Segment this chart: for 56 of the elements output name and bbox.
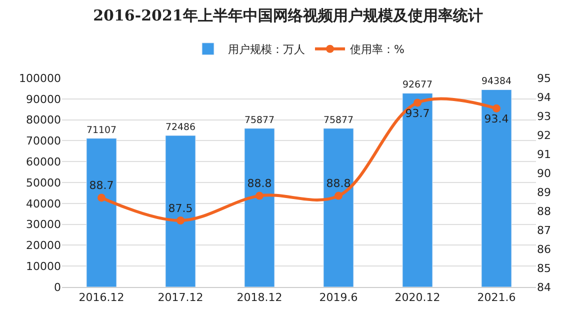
- bar: [323, 128, 354, 287]
- data-label: 92677: [402, 80, 432, 91]
- data-label: 93.7: [405, 106, 430, 120]
- y2-tick-label: 87: [537, 224, 551, 237]
- y-tick-label: 20000: [26, 239, 61, 252]
- y2-tick-label: 85: [537, 262, 551, 275]
- point: [334, 192, 342, 200]
- y2-tick-label: 94: [537, 90, 551, 104]
- point: [98, 194, 106, 202]
- data-label: 75877: [324, 114, 354, 126]
- x-tick-label: 2021.6: [477, 291, 516, 304]
- bar: [481, 89, 512, 287]
- point: [414, 98, 422, 107]
- data-label: 93.4: [484, 112, 509, 126]
- data-label: 88.8: [326, 177, 351, 190]
- y-tick-label: 70000: [26, 134, 61, 148]
- y2-tick-label: 91: [537, 148, 551, 161]
- bar: [86, 138, 117, 287]
- y-tick-label: 0: [54, 280, 61, 294]
- legend-label: 使用率：%: [350, 43, 404, 56]
- y-tick-label: 60000: [26, 155, 61, 168]
- y-tick-label: 40000: [26, 197, 61, 210]
- y-tick-label: 90000: [26, 92, 61, 106]
- data-label: 75877: [244, 114, 274, 126]
- x-tick-label: 2016.12: [78, 291, 124, 304]
- y2-tick-label: 88: [537, 204, 551, 218]
- data-label: 71107: [86, 124, 116, 136]
- point: [176, 216, 184, 224]
- legend-label: 用户规模：万人: [228, 43, 305, 56]
- point: [492, 104, 500, 112]
- y-tick-label: 50000: [26, 176, 61, 190]
- x-tick-label: 2018.12: [236, 291, 282, 304]
- x-tick-label: 2020.12: [394, 291, 440, 304]
- y2-tick-label: 93: [537, 110, 551, 123]
- data-label: 88.8: [247, 177, 272, 190]
- data-label: 88.7: [89, 178, 114, 192]
- bar: [165, 135, 196, 287]
- y-tick-label: 30000: [26, 218, 61, 232]
- bar: [244, 128, 275, 287]
- y-tick-label: 80000: [26, 114, 61, 127]
- y2-tick-label: 89: [537, 186, 551, 199]
- data-label: 87.5: [168, 202, 193, 215]
- data-label: 72486: [166, 122, 196, 133]
- y2-tick-label: 95: [537, 72, 551, 85]
- data-label: 94384: [482, 76, 512, 88]
- y2-tick-label: 86: [537, 242, 551, 256]
- y2-tick-label: 84: [537, 280, 551, 294]
- x-tick-label: 2019.6: [319, 291, 358, 304]
- y-tick-label: 100000: [19, 72, 61, 85]
- bar: [402, 93, 433, 287]
- y-tick-label: 10000: [26, 260, 61, 273]
- chart-title: 2016-2021年上半年中国网络视频用户规模及使用率统计: [93, 6, 483, 24]
- x-tick-label: 2017.12: [158, 291, 204, 304]
- y2-tick-label: 90: [537, 166, 551, 180]
- point: [256, 192, 264, 200]
- y2-tick-label: 92: [537, 128, 551, 142]
